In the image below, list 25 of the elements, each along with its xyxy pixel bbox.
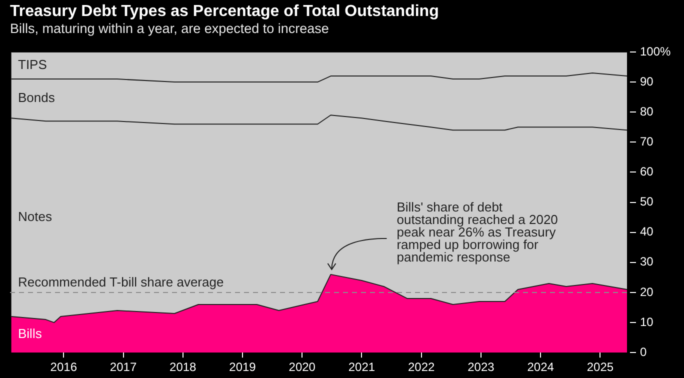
- x-tick-label: 2025: [586, 360, 614, 374]
- y-tick-label: 100%: [640, 44, 672, 58]
- x-tick-label: 2016: [50, 360, 78, 374]
- chart-subtitle: Bills, maturing within a year, are expected to increase: [10, 21, 329, 36]
- y-tick-label: 50: [640, 194, 654, 209]
- x-tick-label: 2017: [110, 360, 137, 374]
- y-tick-label: 70: [640, 134, 654, 148]
- x-tick-label: 2023: [468, 360, 495, 374]
- x-tick-label: 2018: [170, 360, 197, 374]
- x-tick-label: 2022: [408, 360, 436, 374]
- y-tick-label: 90: [640, 74, 654, 88]
- y-tick-label: 20: [640, 284, 654, 299]
- x-tick-label: 2020: [288, 360, 316, 374]
- x-tick-label: 2024: [527, 360, 554, 374]
- x-tick-label: 2019: [229, 360, 256, 374]
- y-tick-label: 30: [640, 254, 654, 269]
- y-tick-label: 10: [640, 314, 654, 329]
- y-tick-label: 0: [640, 344, 647, 359]
- series-label: Bills: [18, 326, 42, 342]
- y-tick-label: 40: [640, 224, 654, 239]
- x-tick-label: 2021: [348, 360, 376, 374]
- series-label: Bonds: [18, 90, 56, 106]
- chart-title: Treasury Debt Types as Percentage of Total Outstanding: [10, 3, 439, 21]
- y-tick-label: 60: [640, 164, 654, 179]
- y-tick-label: 80: [640, 104, 654, 118]
